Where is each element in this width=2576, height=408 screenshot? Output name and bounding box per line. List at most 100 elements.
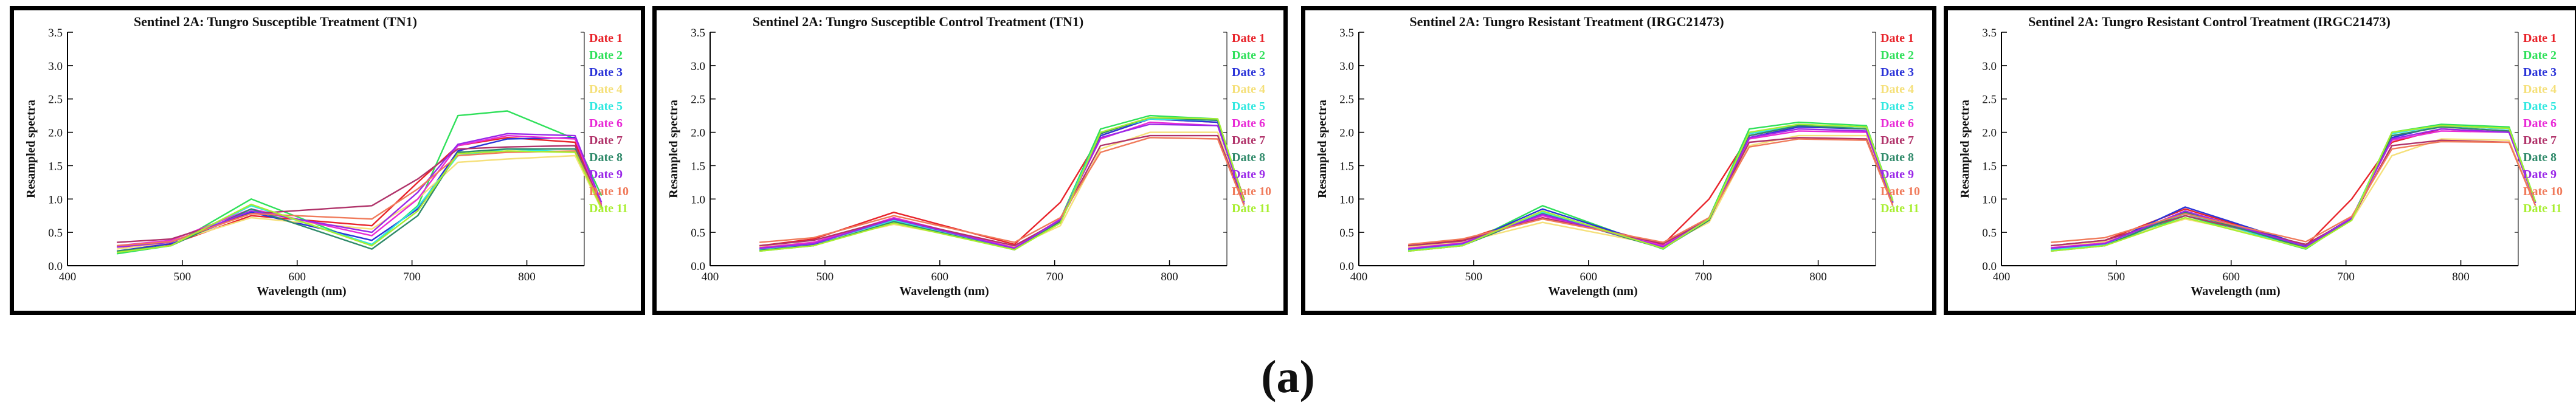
y-axis-label: Resampled spectra [1316, 100, 1329, 198]
legend-item: Date 2 [1232, 49, 1265, 62]
chart-title: Sentinel 2A: Tungro Resistant Treatment … [1409, 14, 1724, 29]
series-line-date-3 [2051, 125, 2536, 250]
series-line-date-10 [117, 150, 603, 247]
chart-panel-1: Sentinel 2A: Tungro Susceptible Treatmen… [10, 6, 645, 315]
legend-item: Date 10 [589, 185, 629, 198]
legend-item: Date 2 [589, 49, 623, 62]
x-tick-label: 400 [1993, 271, 2011, 283]
y-tick-label: 1.5 [1982, 160, 1997, 173]
chart-svg-4: Sentinel 2A: Tungro Resistant Control Tr… [1958, 14, 2563, 298]
y-tick-label: 3.0 [1982, 60, 1997, 73]
caption-close: ) [1299, 351, 1315, 403]
chart-title: Sentinel 2A: Tungro Susceptible Treatmen… [134, 14, 417, 29]
y-tick-label: 2.0 [691, 127, 705, 140]
x-tick-label: 800 [2452, 271, 2470, 283]
x-tick-label: 400 [702, 271, 719, 283]
chart-panel-2: Sentinel 2A: Tungro Susceptible Control … [652, 6, 1288, 315]
legend-item: Date 8 [2523, 151, 2557, 164]
legend-item: Date 5 [1880, 100, 1914, 113]
x-tick-label: 700 [2337, 271, 2355, 283]
x-axis-label: Wavelength (nm) [899, 285, 989, 298]
legend-item: Date 1 [2523, 32, 2557, 45]
legend-item: Date 5 [589, 100, 623, 113]
x-tick-label: 600 [2223, 271, 2240, 283]
series-line-date-9 [2051, 128, 2536, 249]
series-line-date-11 [2051, 125, 2536, 252]
series-line-date-7 [117, 145, 603, 243]
legend-item: Date 3 [2523, 66, 2557, 79]
series-line-date-2 [1408, 121, 1894, 252]
x-tick-label: 800 [1809, 271, 1827, 283]
legend-item: Date 10 [1880, 185, 1920, 198]
caption-letter: a [1276, 351, 1300, 403]
y-tick-label: 3.5 [691, 27, 705, 40]
x-axis-label: Wavelength (nm) [257, 285, 346, 298]
legend-item: Date 8 [1232, 151, 1265, 164]
y-tick-label: 1.0 [1339, 193, 1354, 206]
series-line-date-8 [1408, 125, 1894, 252]
y-tick-label: 3.0 [691, 60, 705, 73]
y-tick-label: 2.5 [1982, 94, 1997, 106]
legend-item: Date 9 [589, 168, 623, 181]
y-tick-label: 2.5 [48, 94, 63, 106]
series-line-date-1 [2051, 128, 2536, 247]
legend-item: Date 10 [2523, 185, 2563, 198]
legend-item: Date 11 [589, 202, 628, 215]
y-tick-label: 1.5 [48, 160, 63, 173]
y-tick-label: 1.0 [1982, 193, 1997, 206]
series-line-date-4 [759, 131, 1245, 248]
y-tick-label: 1.5 [691, 160, 705, 173]
y-tick-label: 0.0 [691, 260, 705, 273]
legend-item: Date 6 [1232, 117, 1265, 130]
chart-svg-2: Sentinel 2A: Tungro Susceptible Control … [667, 14, 1271, 298]
legend-item: Date 8 [589, 151, 623, 164]
x-tick-label: 500 [1465, 271, 1483, 283]
series-line-date-5 [1408, 125, 1894, 251]
legend-item: Date 1 [1880, 32, 1914, 45]
series-line-date-11 [759, 117, 1245, 252]
x-tick-label: 500 [174, 271, 192, 283]
legend-item: Date 3 [1880, 66, 1914, 79]
series-line-date-7 [2051, 139, 2536, 247]
x-tick-label: 500 [2108, 271, 2125, 283]
series-line-date-10 [2051, 140, 2536, 243]
y-tick-label: 2.0 [1339, 127, 1354, 140]
x-tick-label: 700 [403, 271, 421, 283]
legend-item: Date 1 [589, 32, 623, 45]
y-tick-label: 3.0 [48, 60, 63, 73]
y-tick-label: 0.0 [1339, 260, 1354, 273]
series-line-date-6 [2051, 130, 2536, 249]
figure-caption: (a) [0, 350, 2576, 404]
y-tick-label: 0.5 [1339, 227, 1354, 240]
legend-item: Date 7 [2523, 134, 2557, 147]
series-line-date-10 [1408, 138, 1894, 246]
legend-item: Date 4 [589, 83, 623, 96]
y-tick-label: 3.0 [1339, 60, 1354, 73]
series-line-date-11 [117, 150, 603, 254]
legend-item: Date 3 [1232, 66, 1265, 79]
legend-item: Date 4 [2523, 83, 2557, 96]
y-axis-label: Resampled spectra [667, 100, 680, 198]
y-axis-label: Resampled spectra [24, 100, 38, 198]
x-axis-label: Wavelength (nm) [1548, 285, 1637, 298]
series-line-date-4 [1408, 134, 1894, 248]
series-line-date-3 [1408, 126, 1894, 251]
legend-item: Date 7 [589, 134, 623, 147]
series-line-date-7 [759, 134, 1245, 247]
y-tick-label: 1.0 [691, 193, 705, 206]
x-tick-label: 400 [59, 271, 77, 283]
series-line-date-1 [1408, 125, 1894, 247]
y-tick-label: 3.5 [1339, 27, 1354, 40]
legend-item: Date 9 [1880, 168, 1914, 181]
y-tick-label: 3.5 [1982, 27, 1997, 40]
legend-item: Date 9 [1232, 168, 1265, 181]
x-tick-label: 800 [518, 271, 536, 283]
series-line-date-6 [759, 121, 1245, 249]
y-tick-label: 2.5 [691, 94, 705, 106]
y-tick-label: 0.0 [48, 260, 63, 273]
x-tick-label: 700 [1046, 271, 1063, 283]
series-line-date-11 [1408, 123, 1894, 252]
chart-title: Sentinel 2A: Tungro Resistant Control Tr… [2028, 14, 2391, 29]
y-tick-label: 0.5 [691, 227, 705, 240]
legend-item: Date 9 [2523, 168, 2557, 181]
